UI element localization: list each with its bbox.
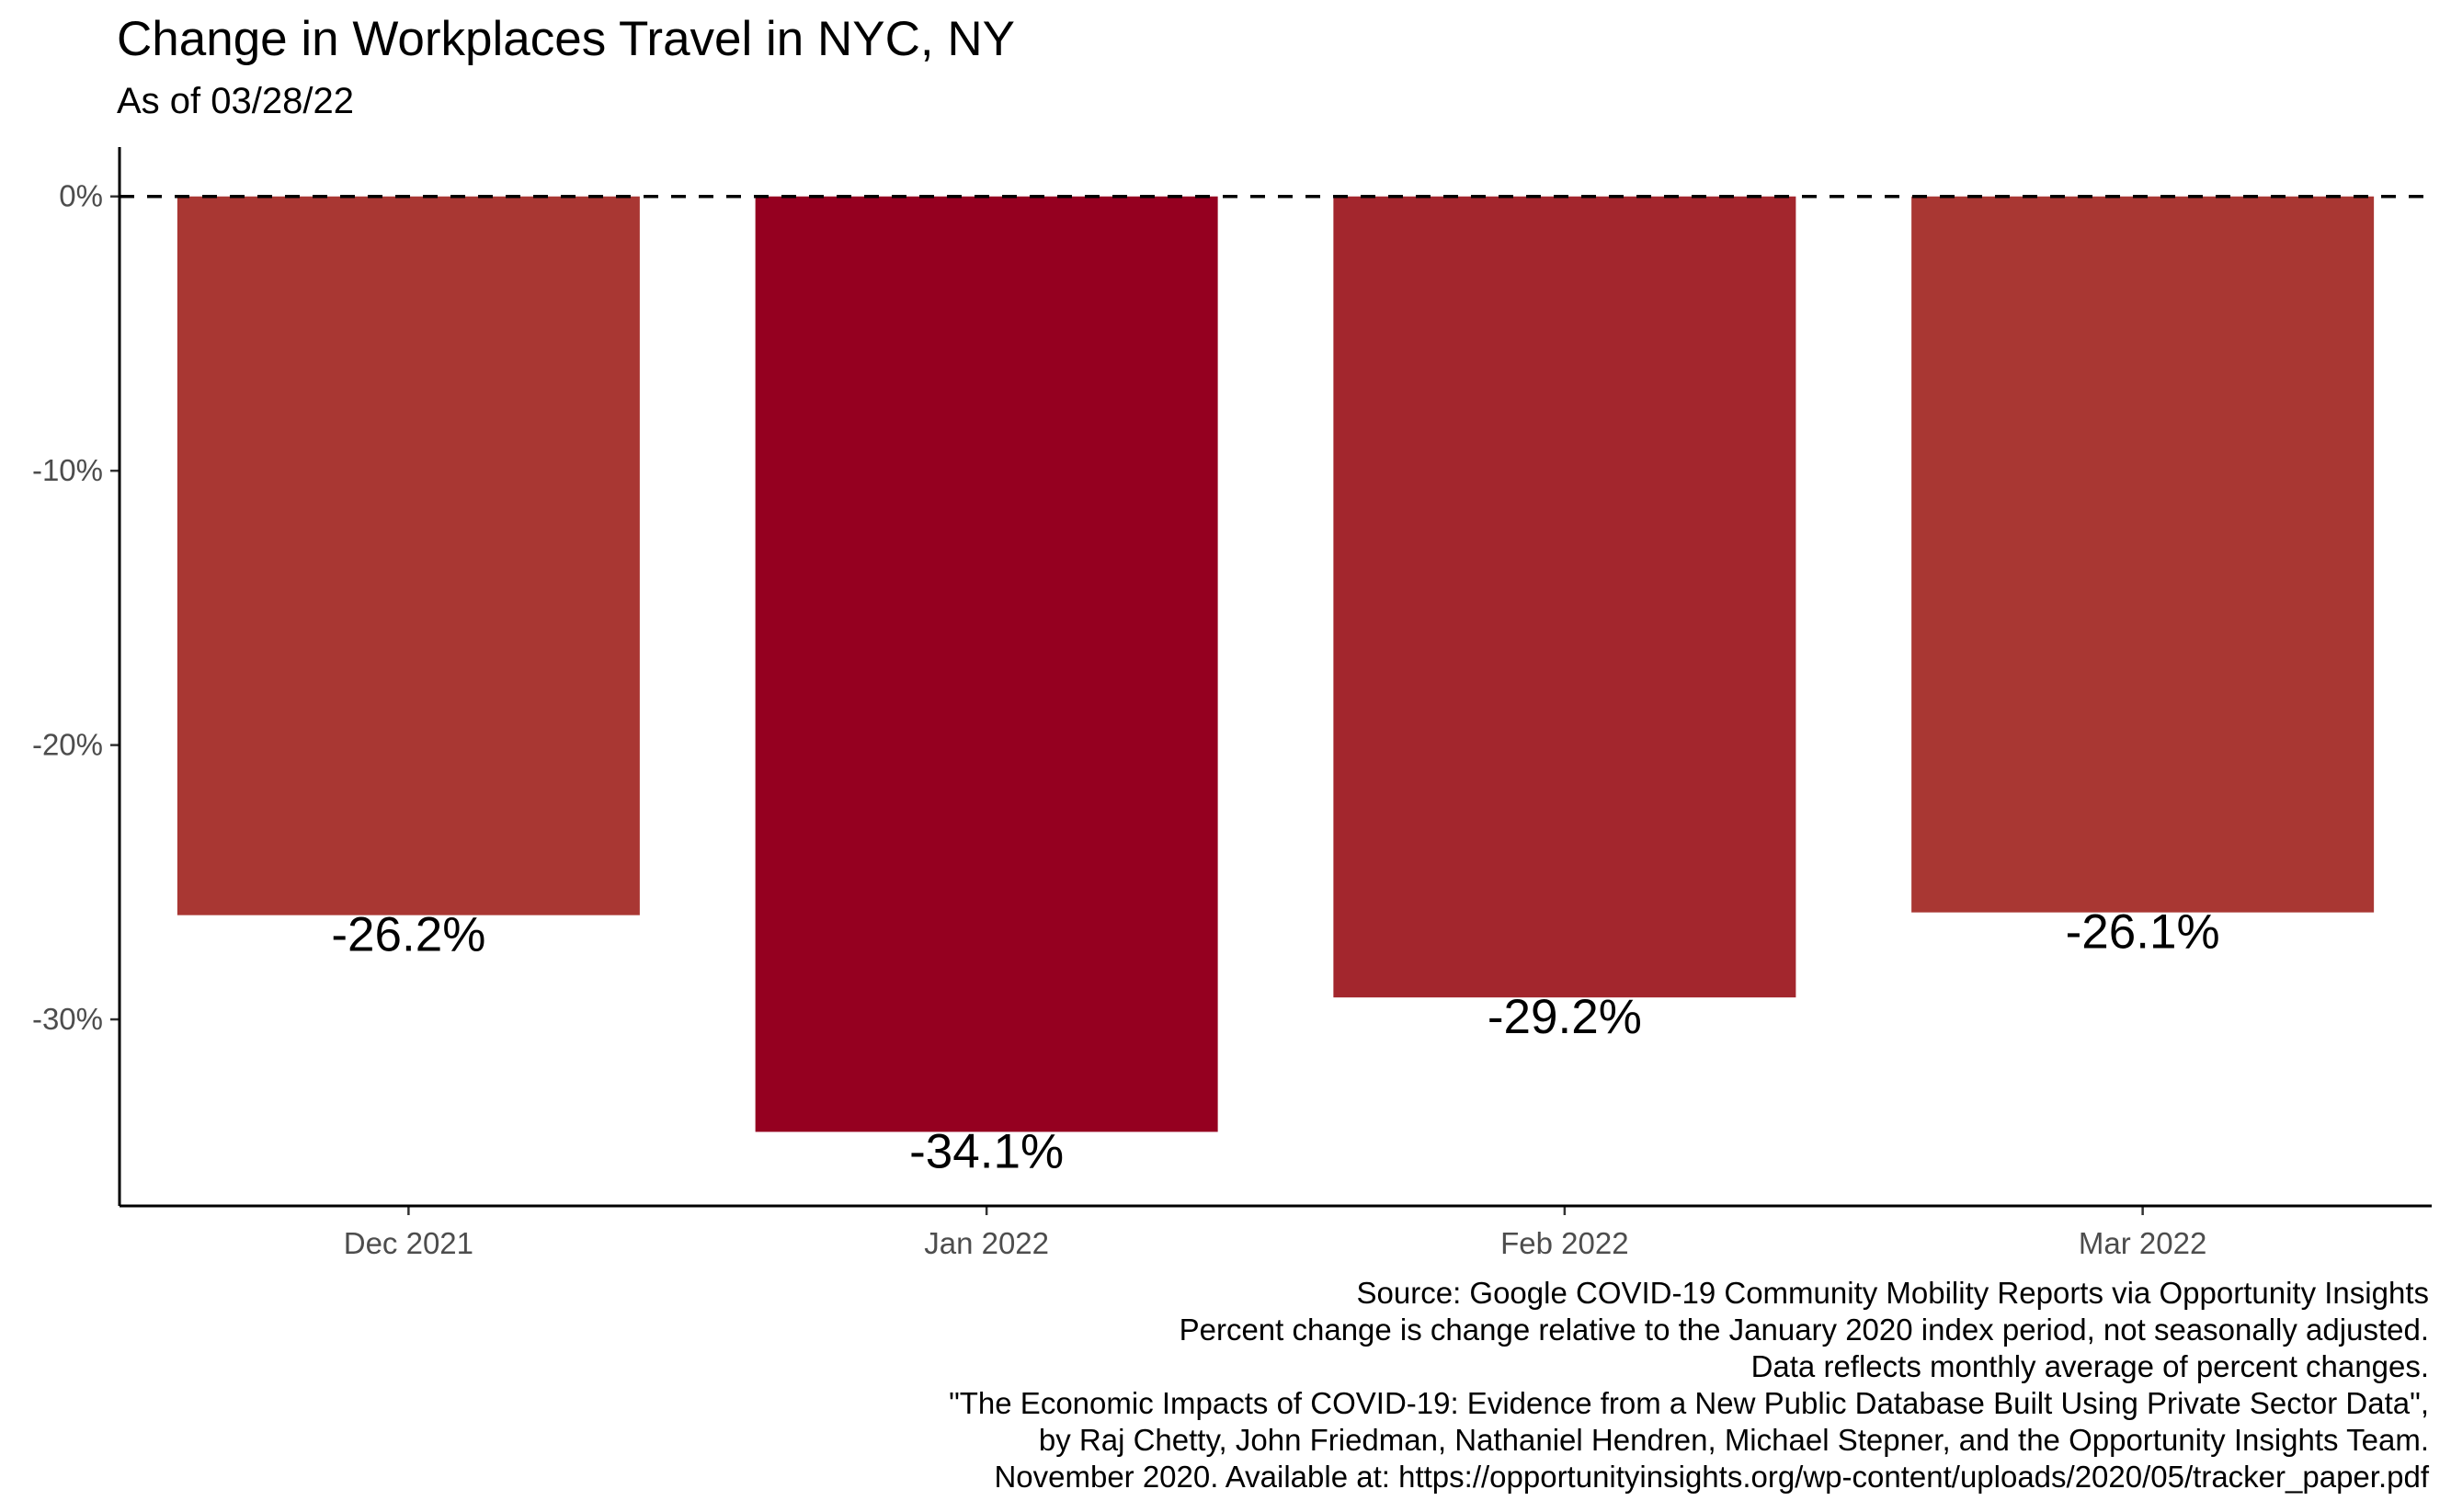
caption-line: by Raj Chetty, John Friedman, Nathaniel … (949, 1422, 2429, 1459)
bar (1333, 197, 1796, 997)
caption-line: November 2020. Available at: https://opp… (949, 1459, 2429, 1495)
data-label: -26.2% (331, 908, 485, 962)
x-tick-label: Mar 2022 (2079, 1226, 2206, 1260)
y-tick-label: -10% (32, 453, 103, 487)
x-tick-label: Jan 2022 (924, 1226, 1049, 1260)
y-tick-label: -20% (32, 728, 103, 762)
chart-caption: Source: Google COVID-19 Community Mobili… (949, 1275, 2429, 1495)
caption-line: Percent change is change relative to the… (949, 1312, 2429, 1348)
y-tick-label: 0% (59, 179, 103, 213)
data-label: -34.1% (909, 1124, 1064, 1178)
bar (1911, 197, 2374, 913)
caption-line: "The Economic Impacts of COVID-19: Evide… (949, 1385, 2429, 1422)
data-label: -29.2% (1488, 990, 1642, 1044)
caption-line: Source: Google COVID-19 Community Mobili… (949, 1275, 2429, 1312)
bar (756, 197, 1218, 1132)
x-tick-label: Feb 2022 (1500, 1226, 1628, 1260)
caption-line: Data reflects monthly average of percent… (949, 1348, 2429, 1385)
x-tick-label: Dec 2021 (344, 1226, 473, 1260)
data-label: -26.1% (2066, 905, 2220, 960)
y-tick-label: -30% (32, 1002, 103, 1036)
bar (177, 197, 640, 915)
